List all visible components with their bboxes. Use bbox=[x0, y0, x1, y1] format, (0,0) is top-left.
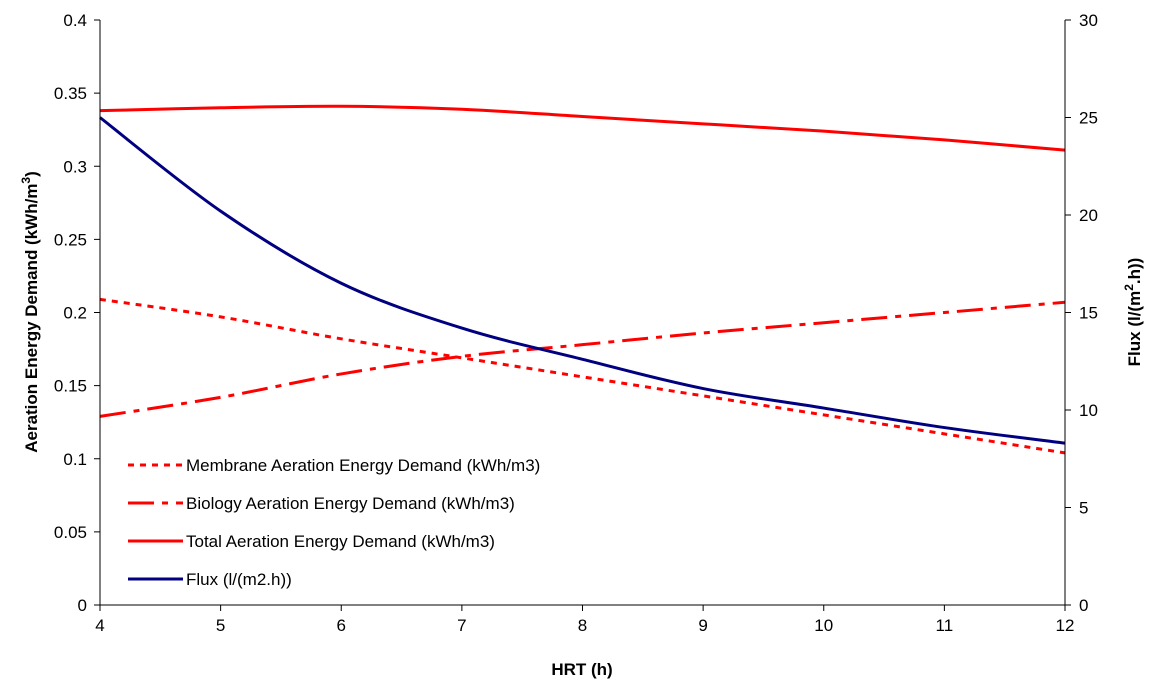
y-left-tick-label: 0.1 bbox=[63, 450, 87, 469]
y-axis-right-title: Flux (l/(m2.h)) bbox=[1122, 258, 1144, 367]
x-tick-label: 9 bbox=[698, 616, 707, 635]
y-left-tick-label: 0.05 bbox=[54, 523, 87, 542]
y-left-tick-label: 0.4 bbox=[63, 11, 87, 30]
series-line-4 bbox=[99, 116, 1066, 445]
y-axis-right-title-close: .h)) bbox=[1125, 258, 1144, 284]
legend-label-3: Total Aeration Energy Demand (kWh/m3) bbox=[186, 532, 495, 551]
y-left-tick-label: 0.2 bbox=[63, 304, 87, 323]
y-axis-left-title-close: ) bbox=[22, 171, 41, 177]
y-left-tick-label: 0.15 bbox=[54, 377, 87, 396]
x-tick-label: 8 bbox=[578, 616, 587, 635]
x-tick-label: 10 bbox=[814, 616, 833, 635]
x-tick-label: 4 bbox=[95, 616, 104, 635]
y-left-tick-label: 0 bbox=[78, 596, 87, 615]
y-left-tick-label: 0.25 bbox=[54, 230, 87, 249]
x-tick-label: 12 bbox=[1056, 616, 1075, 635]
x-axis-title: HRT (h) bbox=[551, 660, 612, 679]
x-tick-label: 11 bbox=[936, 616, 954, 635]
series-line-3 bbox=[99, 104, 1066, 152]
x-tick-label: 6 bbox=[337, 616, 346, 635]
x-tick-label: 5 bbox=[216, 616, 225, 635]
axes-layer: 4 5 6 7 8 9 10 11 1200.050.10.150.20.250.30.350.… bbox=[54, 11, 1098, 635]
series-layer bbox=[99, 104, 1066, 455]
legend-label-2: Biology Aeration Energy Demand (kWh/m3) bbox=[186, 494, 515, 513]
y-right-tick-label: 20 bbox=[1079, 206, 1098, 225]
y-right-tick-label: 5 bbox=[1079, 499, 1088, 518]
y-left-tick-label: 0.35 bbox=[54, 84, 87, 103]
series-line-1 bbox=[99, 297, 1066, 455]
y-axis-left-title: Aeration Energy Demand (kWh/m3) bbox=[19, 171, 41, 453]
y-axis-right-title-main: Flux (l/(m bbox=[1125, 291, 1144, 367]
y-left-tick-label: 0.3 bbox=[63, 157, 87, 176]
y-right-tick-label: 25 bbox=[1079, 109, 1098, 128]
y-right-tick-label: 10 bbox=[1079, 401, 1098, 420]
x-tick-label: 7 bbox=[457, 616, 466, 635]
y-axis-left-title-main: Aeration Energy Demand (kWh/m bbox=[22, 184, 41, 453]
legend-label-1: Membrane Aeration Energy Demand (kWh/m3) bbox=[186, 456, 540, 475]
y-axis-left-title-sup: 3 bbox=[19, 177, 33, 184]
y-right-tick-label: 0 bbox=[1079, 596, 1088, 615]
legend-label-4: Flux (l/(m2.h)) bbox=[186, 570, 292, 589]
legend: Membrane Aeration Energy Demand (kWh/m3)… bbox=[128, 456, 540, 589]
y-right-tick-label: 30 bbox=[1079, 11, 1098, 30]
y-axis-right-title-sup: 2 bbox=[1122, 284, 1136, 291]
series-line-2 bbox=[99, 300, 1066, 418]
y-right-tick-label: 15 bbox=[1079, 304, 1098, 323]
